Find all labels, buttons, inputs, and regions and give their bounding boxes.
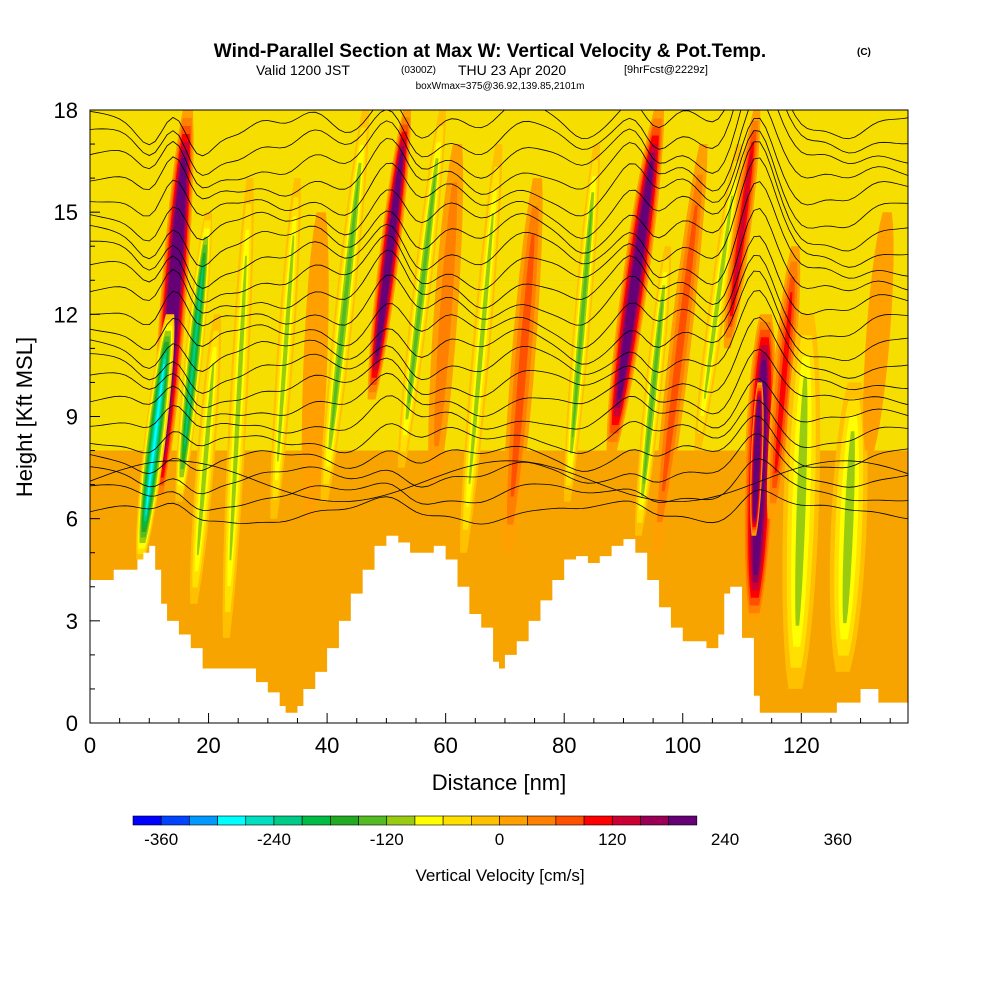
colorbar-swatch xyxy=(555,815,585,826)
x-tick-label: 60 xyxy=(433,733,457,758)
theta-contour-17 xyxy=(90,117,908,217)
velocity-cell-16 xyxy=(651,144,708,553)
colorbar-swatch xyxy=(273,815,303,826)
theta-contour-10 xyxy=(90,254,908,351)
valid-date-label: THU 23 Apr 2020 xyxy=(458,62,566,78)
velocity-cell-13 xyxy=(564,144,600,502)
velocity-cell-15 xyxy=(635,246,672,536)
colorbar: -360 -240 -120 0 120 240 360 xyxy=(132,815,852,849)
theta-contour-low xyxy=(90,460,908,503)
y-tick-label: 9 xyxy=(66,405,78,430)
colorbar-label: Vertical Velocity [cm/s] xyxy=(415,866,584,885)
x-axis-label: Distance [nm] xyxy=(432,770,567,795)
velocity-cell-12 xyxy=(502,178,543,553)
theta-contour-2 xyxy=(90,433,908,495)
velocity-cell-5 xyxy=(270,178,301,519)
colorbar-swatch xyxy=(189,815,218,826)
colorbar-swatch xyxy=(245,815,275,826)
y-tick-label: 15 xyxy=(54,200,78,225)
colorbar-swatch xyxy=(442,815,472,826)
x-tick-label: 100 xyxy=(664,733,701,758)
colorbar-swatch xyxy=(527,815,557,826)
utc-time-label: (0300Z) xyxy=(401,65,436,76)
box-info-label: boxWmax=375@36.92,139.85,2101m xyxy=(416,81,585,92)
theta-contour-7 xyxy=(90,316,908,409)
colorbar-swatch xyxy=(132,815,162,826)
colorbar-swatch xyxy=(330,815,359,826)
colorbar-tick-label: -360 xyxy=(144,830,178,849)
colorbar-swatch xyxy=(414,815,444,826)
theta-contour-8 xyxy=(90,290,908,394)
y-tick-label: 3 xyxy=(66,609,78,634)
colorbar-tick-label: -120 xyxy=(370,830,404,849)
axes: 0 20 40 60 80 100 120 0 3 6 9 12 15 18 xyxy=(54,98,891,758)
forecast-label: [9hrFcst@2229z] xyxy=(624,64,708,76)
theta-contour-15 xyxy=(90,141,908,268)
theta-contour-13 xyxy=(90,181,908,303)
colorbar-tick-label: 360 xyxy=(824,830,852,849)
theta-contour-20 xyxy=(90,110,908,176)
colorbar-tick-label: 0 xyxy=(495,830,504,849)
velocity-cell-23 xyxy=(829,382,868,672)
theta-contour-12 xyxy=(90,208,908,314)
theta-contour-6 xyxy=(90,348,908,417)
x-tick-label: 40 xyxy=(315,733,339,758)
theta-contour-4 xyxy=(90,399,908,454)
colorbar-swatch xyxy=(301,815,331,826)
theta-contour-18 xyxy=(90,110,908,200)
colorbar-swatch xyxy=(358,815,388,826)
x-tick-label: 0 xyxy=(84,733,96,758)
colorbar-swatch xyxy=(217,815,247,826)
terrain-mask xyxy=(90,535,908,723)
theta-contour-16 xyxy=(90,130,908,242)
theta-contour-0 xyxy=(90,489,908,525)
theta-contour-5 xyxy=(90,378,908,434)
velocity-cell-21 xyxy=(766,246,801,519)
chart-title: Wind-Parallel Section at Max W: Vertical… xyxy=(214,41,766,62)
velocity-cell-2 xyxy=(175,212,212,502)
velocity-cell-11 xyxy=(460,144,503,553)
velocity-cell-24 xyxy=(863,212,894,451)
velocity-cell-14 xyxy=(606,110,665,451)
theta-contour-1 xyxy=(90,458,908,511)
theta-contour-14 xyxy=(90,157,908,289)
valid-time-label: Valid 1200 JST xyxy=(256,62,350,78)
copyright-mark: (C) xyxy=(857,47,871,58)
colorbar-swatch xyxy=(611,815,641,826)
theta-contour-9 xyxy=(90,270,908,372)
colorbar-swatch xyxy=(640,815,669,826)
x-tick-label: 20 xyxy=(196,733,220,758)
velocity-cell-18 xyxy=(723,110,761,349)
colorbar-tick-label: 120 xyxy=(598,830,626,849)
y-tick-label: 18 xyxy=(54,98,78,123)
velocity-cell-9 xyxy=(397,110,447,468)
y-tick-label: 12 xyxy=(54,302,78,327)
theta-contour-3 xyxy=(90,415,908,475)
theta-contour-11 xyxy=(90,235,908,327)
colorbar-swatch xyxy=(471,815,500,826)
y-axis-label: Height [Kft MSL] xyxy=(12,337,37,497)
plot-area xyxy=(90,110,908,723)
colorbar-swatch xyxy=(160,815,190,826)
theta-contour-21 xyxy=(90,110,908,157)
theta-contour-19 xyxy=(90,110,908,189)
potential-temperature-contours xyxy=(90,110,908,525)
velocity-cell-3 xyxy=(190,314,222,604)
velocity-cell-6 xyxy=(301,212,329,519)
colorbar-tick-label: 240 xyxy=(711,830,739,849)
colorbar-swatch xyxy=(499,815,528,826)
y-tick-label: 0 xyxy=(66,711,78,736)
x-tick-label: 120 xyxy=(783,733,820,758)
colorbar-swatch xyxy=(668,815,698,826)
velocity-cell-8 xyxy=(367,110,411,400)
colorbar-tick-label: -240 xyxy=(257,830,291,849)
x-tick-label: 80 xyxy=(552,733,576,758)
colorbar-swatch xyxy=(583,815,613,826)
colorbar-swatch xyxy=(386,815,416,826)
y-tick-label: 6 xyxy=(66,507,78,532)
